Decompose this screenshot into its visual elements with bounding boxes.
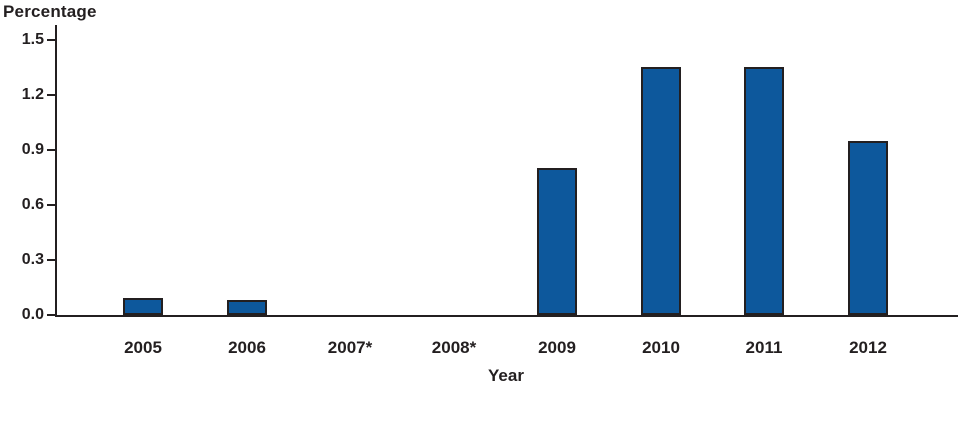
x-tick-label-2006: 2006 [228,338,266,357]
y-tick-label-0.0: 0.0 [21,306,44,323]
x-tick-label-2007: 2007* [327,338,373,357]
y-tick-0.0 [47,314,56,316]
x-tick-label-2008: 2008* [431,338,477,357]
y-tick-label-0.3: 0.3 [21,251,44,268]
bar-2012 [848,141,888,315]
y-tick-0.9 [47,149,56,151]
y-tick-0.3 [47,259,56,261]
y-tick-label-0.9: 0.9 [21,141,44,158]
bar-2011 [744,67,784,315]
x-axis-title: Year [488,366,524,385]
x-tick-label-2011: 2011 [745,338,783,357]
y-tick-1.2 [47,94,56,96]
bar-2005 [123,298,163,315]
x-tick-label-2009: 2009 [538,338,576,357]
y-tick-label-1.2: 1.2 [21,86,44,103]
x-tick-label-2010: 2010 [642,338,680,357]
x-tick-label-2012: 2012 [849,338,887,357]
y-axis-line [55,25,57,317]
y-tick-0.6 [47,204,56,206]
bar-2009 [537,168,577,315]
y-tick-label-0.6: 0.6 [21,196,44,213]
x-axis-line [55,315,958,317]
y-tick-label-1.5: 1.5 [21,31,44,48]
bar-2006 [227,300,267,315]
bar-2010 [641,67,681,315]
x-tick-label-2005: 2005 [124,338,162,357]
y-tick-1.5 [47,39,56,41]
y-axis-title: Percentage [3,2,97,21]
